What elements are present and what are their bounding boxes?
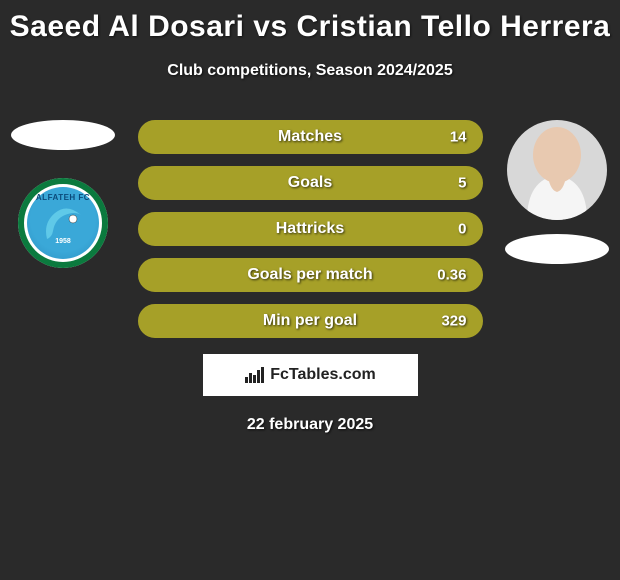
bars-icon — [244, 365, 266, 385]
subtitle: Club competitions, Season 2024/2025 — [0, 62, 620, 80]
stat-row: Goals 5 — [138, 166, 483, 200]
page-title: Saeed Al Dosari vs Cristian Tello Herrer… — [0, 0, 620, 44]
stat-value: 5 — [458, 175, 466, 192]
date-text: 22 february 2025 — [0, 416, 620, 434]
stat-label: Goals per match — [247, 266, 372, 284]
stat-row: Hattricks 0 — [138, 212, 483, 246]
stat-row: Matches 14 — [138, 120, 483, 154]
stat-value: 14 — [450, 129, 467, 146]
comparison-infographic: Saeed Al Dosari vs Cristian Tello Herrer… — [0, 0, 620, 580]
stat-row: Min per goal 329 — [138, 304, 483, 338]
stat-label: Hattricks — [276, 220, 344, 238]
stats-list: Matches 14 Goals 5 Hattricks 0 Goals per match… — [0, 120, 620, 350]
stat-label: Matches — [278, 128, 342, 146]
stat-label: Min per goal — [263, 312, 357, 330]
watermark-box: FcTables.com — [203, 354, 418, 396]
watermark-text: FcTables.com — [270, 366, 376, 384]
stat-value: 0 — [458, 221, 466, 238]
stat-label: Goals — [288, 174, 332, 192]
stat-row: Goals per match 0.36 — [138, 258, 483, 292]
stat-value: 329 — [441, 313, 466, 330]
stat-value: 0.36 — [437, 267, 466, 284]
footer-area: FcTables.com 22 february 2025 — [0, 354, 620, 434]
